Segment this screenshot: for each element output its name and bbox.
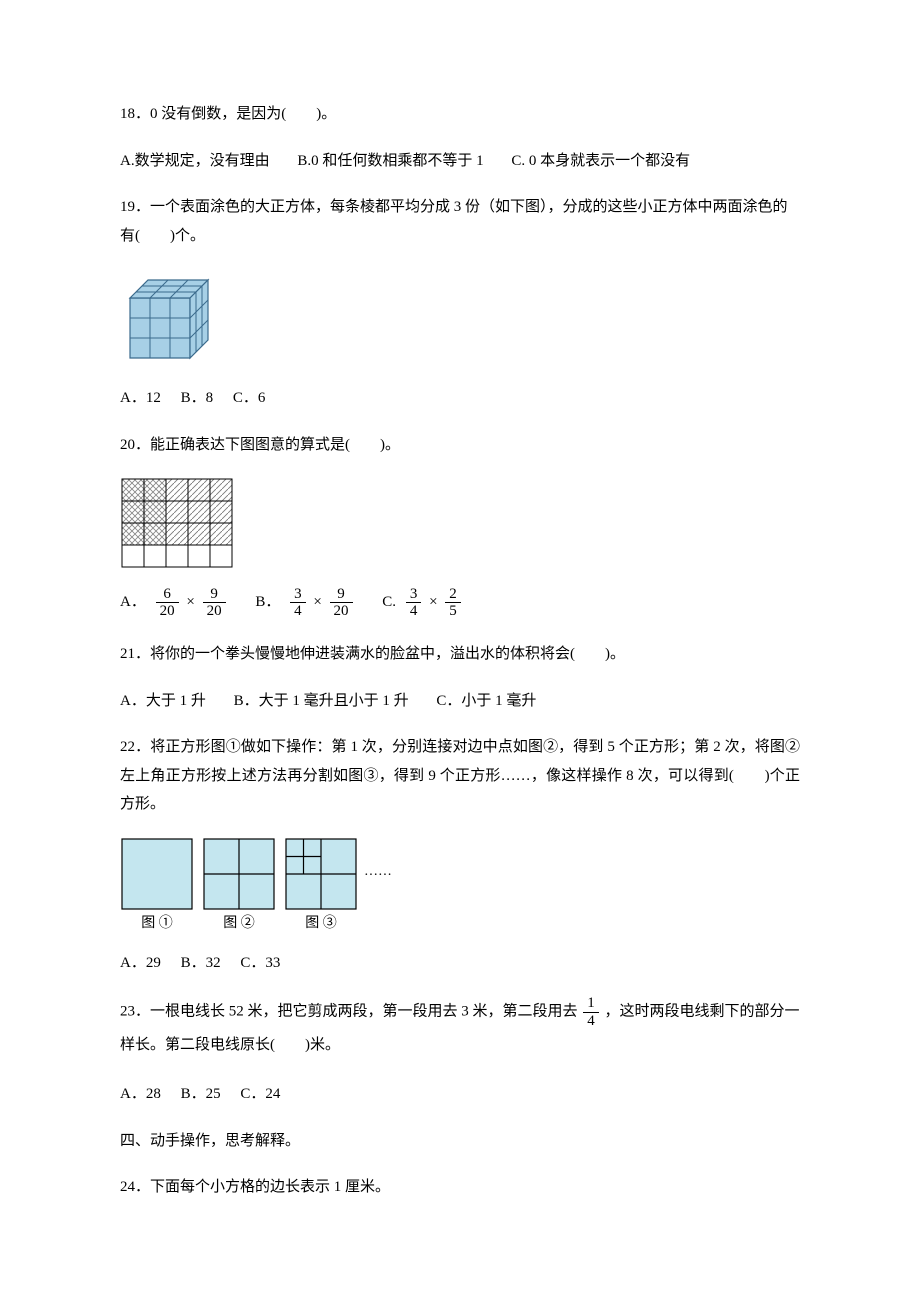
q23-pre: 23．一根电线长 52 米，把它剪成两段，第一段用去 3 米，第二段用去 — [120, 1004, 581, 1020]
q22-options: A．29 B．32 C．33 — [120, 949, 800, 978]
shaded-grid-icon — [120, 477, 234, 569]
q23-opt-c: C．24 — [240, 1080, 280, 1109]
q21-opt-b: B．大于 1 毫升且小于 1 升 — [234, 687, 409, 716]
q19-opt-c: C．6 — [233, 384, 266, 413]
fraction: 34 — [406, 586, 422, 620]
fraction: 25 — [445, 586, 461, 620]
q23-opt-a: A．28 — [120, 1080, 161, 1109]
q22-opt-b: B．32 — [181, 949, 221, 978]
q21-opt-a: A．大于 1 升 — [120, 687, 206, 716]
multiply-icon: × — [311, 583, 323, 622]
multiply-icon: × — [427, 583, 439, 622]
q20-grid-figure — [120, 477, 800, 569]
fraction: 34 — [290, 586, 306, 620]
fraction: 14 — [583, 995, 599, 1029]
q18-opt-a: A.数学规定，没有理由 — [120, 147, 270, 176]
q20-opt-a: A． 620 × 920 — [120, 583, 228, 622]
q22-text: 22．将正方形图①做如下操作：第 1 次，分别连接对边中点如图②，得到 5 个正… — [120, 733, 800, 819]
q18-opt-b: B.0 和任何数相乘都不等于 1 — [297, 147, 483, 176]
fraction: 920 — [203, 586, 226, 620]
svg-text:······: ······ — [364, 868, 392, 883]
q20-options: A． 620 × 920 B． 34 × 920 C. 34 × 25 — [120, 583, 800, 622]
q19-text: 19．一个表面涂色的大正方体，每条棱都平均分成 3 份（如下图），分成的这些小正… — [120, 193, 800, 250]
cube-icon — [120, 268, 216, 370]
q22-opt-a: A．29 — [120, 949, 161, 978]
q20-opt-b: B． 34 × 920 — [255, 583, 354, 622]
q23-options: A．28 B．25 C．24 — [120, 1080, 800, 1109]
svg-text:图 ③: 图 ③ — [305, 915, 337, 931]
q19-cube-figure — [120, 268, 800, 370]
q20-text: 20．能正确表达下图图意的算式是( )。 — [120, 431, 800, 460]
svg-text:图 ①: 图 ① — [141, 915, 173, 931]
q22-opt-c: C．33 — [240, 949, 280, 978]
q20-c-label: C. — [382, 583, 396, 622]
fraction: 620 — [156, 586, 179, 620]
q23-text: 23．一根电线长 52 米，把它剪成两段，第一段用去 3 米，第二段用去 14 … — [120, 995, 800, 1062]
q20-opt-c: C. 34 × 25 — [382, 583, 462, 622]
q20-a-label: A． — [120, 583, 146, 622]
q23-opt-b: B．25 — [181, 1080, 221, 1109]
q24-text: 24．下面每个小方格的边长表示 1 厘米。 — [120, 1173, 800, 1202]
q21-options: A．大于 1 升 B．大于 1 毫升且小于 1 升 C．小于 1 毫升 — [120, 687, 800, 716]
q19-options: A．12 B．8 C．6 — [120, 384, 800, 413]
multiply-icon: × — [184, 583, 196, 622]
q22-squares-figure: 图 ① 图 ② 图 ③ ······ — [120, 837, 800, 935]
q19-opt-b: B．8 — [181, 384, 214, 413]
q18-opt-c: C. 0 本身就表示一个都没有 — [511, 147, 690, 176]
q18-text: 18．0 没有倒数，是因为( )。 — [120, 100, 800, 129]
q21-text: 21．将你的一个拳头慢慢地伸进装满水的脸盆中，溢出水的体积将会( )。 — [120, 640, 800, 669]
q19-opt-a: A．12 — [120, 384, 161, 413]
section4-title: 四、动手操作，思考解释。 — [120, 1127, 800, 1156]
squares-sequence-icon: 图 ① 图 ② 图 ③ ······ — [120, 837, 406, 935]
svg-text:图 ②: 图 ② — [223, 915, 255, 931]
q18-options: A.数学规定，没有理由 B.0 和任何数相乘都不等于 1 C. 0 本身就表示一… — [120, 147, 800, 176]
q21-opt-c: C．小于 1 毫升 — [436, 687, 536, 716]
fraction: 920 — [330, 586, 353, 620]
q20-b-label: B． — [255, 583, 280, 622]
exam-page: 18．0 没有倒数，是因为( )。 A.数学规定，没有理由 B.0 和任何数相乘… — [0, 0, 920, 1302]
